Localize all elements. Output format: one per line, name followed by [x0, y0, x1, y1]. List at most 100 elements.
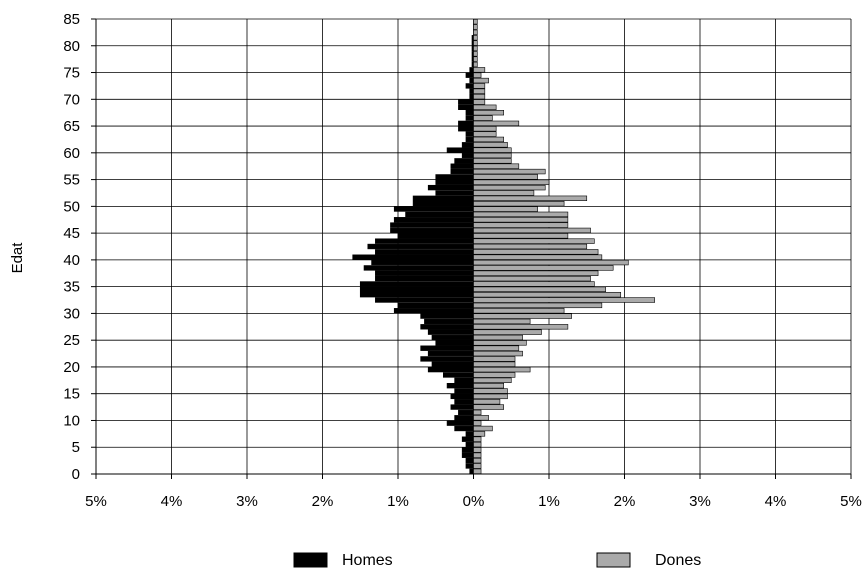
y-axis-title: Edat	[9, 242, 26, 274]
bar-homes	[454, 399, 474, 405]
y-tick-label: 30	[63, 305, 80, 322]
bar-dones	[473, 457, 482, 464]
legend-swatch-dones	[596, 552, 631, 568]
bar-dones	[473, 345, 520, 351]
bar-dones	[473, 297, 655, 303]
bar-homes	[465, 131, 474, 137]
bar-dones	[473, 415, 489, 421]
bar-dones	[473, 35, 478, 41]
bar-dones	[473, 409, 482, 416]
bar-dones	[473, 243, 588, 250]
bar-dones	[473, 93, 486, 100]
bar-dones	[473, 361, 516, 367]
bar-homes	[427, 366, 474, 373]
bar-dones	[473, 393, 508, 400]
bar-dones	[473, 350, 523, 357]
bar-dones	[473, 313, 572, 319]
bar-homes	[458, 409, 474, 416]
bar-dones	[473, 452, 482, 458]
bar-dones	[473, 447, 482, 453]
y-tick-label: 35	[63, 279, 80, 296]
bar-homes	[450, 393, 474, 400]
bar-dones	[473, 115, 493, 121]
bar-homes	[461, 142, 474, 148]
bar-homes	[454, 415, 474, 421]
bar-dones	[473, 83, 486, 89]
bar-dones	[473, 45, 478, 52]
bar-homes	[469, 67, 474, 73]
x-tick-label: 3%	[689, 493, 711, 510]
bar-homes	[461, 152, 474, 159]
bar-homes	[412, 201, 474, 207]
bar-homes	[420, 356, 474, 362]
x-tick-label: 5%	[85, 493, 107, 510]
bars	[352, 18, 655, 474]
bar-homes	[431, 334, 474, 341]
bar-dones	[473, 179, 550, 185]
bar-homes	[461, 447, 474, 453]
x-tick-labels: 5% 4% 3% 2% 1% 0% 1% 2% 3% 4% 5%	[85, 493, 862, 510]
x-tick-label: 5%	[840, 493, 862, 510]
bar-dones	[473, 110, 505, 116]
bar-homes	[469, 468, 474, 474]
bar-dones	[473, 88, 486, 94]
bar-dones	[473, 399, 501, 405]
y-tick-label: 65	[63, 118, 80, 135]
bar-homes	[375, 297, 474, 303]
legend-label-dones: Dones	[655, 552, 701, 568]
bar-homes	[461, 436, 474, 442]
bar-homes	[352, 254, 474, 260]
bar-dones	[473, 158, 512, 164]
bar-dones	[473, 190, 535, 196]
bar-dones	[473, 67, 486, 73]
bar-dones	[473, 72, 482, 78]
bar-dones	[473, 372, 516, 378]
legend-label-homes: Homes	[342, 552, 393, 568]
bar-homes	[465, 110, 474, 116]
bar-dones	[473, 377, 512, 383]
bar-dones	[473, 104, 497, 111]
bar-homes	[431, 361, 474, 367]
bar-homes	[393, 308, 474, 314]
bar-homes	[469, 93, 474, 100]
bar-dones	[473, 147, 512, 153]
bar-dones	[473, 382, 505, 389]
bar-dones	[473, 56, 478, 62]
x-tick-label: 2%	[614, 493, 636, 510]
bar-homes	[461, 452, 474, 458]
y-tick-label: 80	[63, 38, 80, 55]
bar-dones	[473, 324, 569, 330]
bar-homes	[465, 463, 474, 469]
bar-dones	[473, 249, 599, 255]
bar-homes	[359, 281, 474, 287]
bar-homes	[469, 88, 474, 94]
bar-homes	[435, 179, 474, 185]
bar-homes	[427, 184, 474, 191]
bar-homes	[458, 104, 474, 111]
bar-homes	[375, 249, 474, 255]
bar-homes	[458, 120, 474, 127]
legend-item-homes: Homes	[293, 552, 393, 568]
bar-homes	[465, 431, 474, 437]
bar-homes	[427, 329, 474, 335]
bar-dones	[473, 259, 629, 266]
y-tick-label: 55	[63, 172, 80, 189]
y-tick-label: 20	[63, 359, 80, 376]
bar-dones	[473, 168, 546, 175]
y-tick-label: 10	[63, 412, 80, 429]
bar-dones	[473, 99, 486, 105]
bar-dones	[473, 425, 493, 432]
bar-dones	[473, 356, 516, 362]
bar-dones	[473, 233, 569, 239]
x-tick-label: 3%	[236, 493, 258, 510]
x-tick-label: 1%	[538, 493, 560, 510]
bar-homes	[363, 265, 474, 271]
bar-homes	[458, 126, 474, 132]
bar-dones	[473, 281, 595, 287]
bar-homes	[465, 136, 474, 143]
bar-dones	[473, 340, 527, 346]
bar-dones	[473, 420, 482, 426]
bar-homes	[393, 217, 474, 223]
bar-homes	[454, 388, 474, 394]
